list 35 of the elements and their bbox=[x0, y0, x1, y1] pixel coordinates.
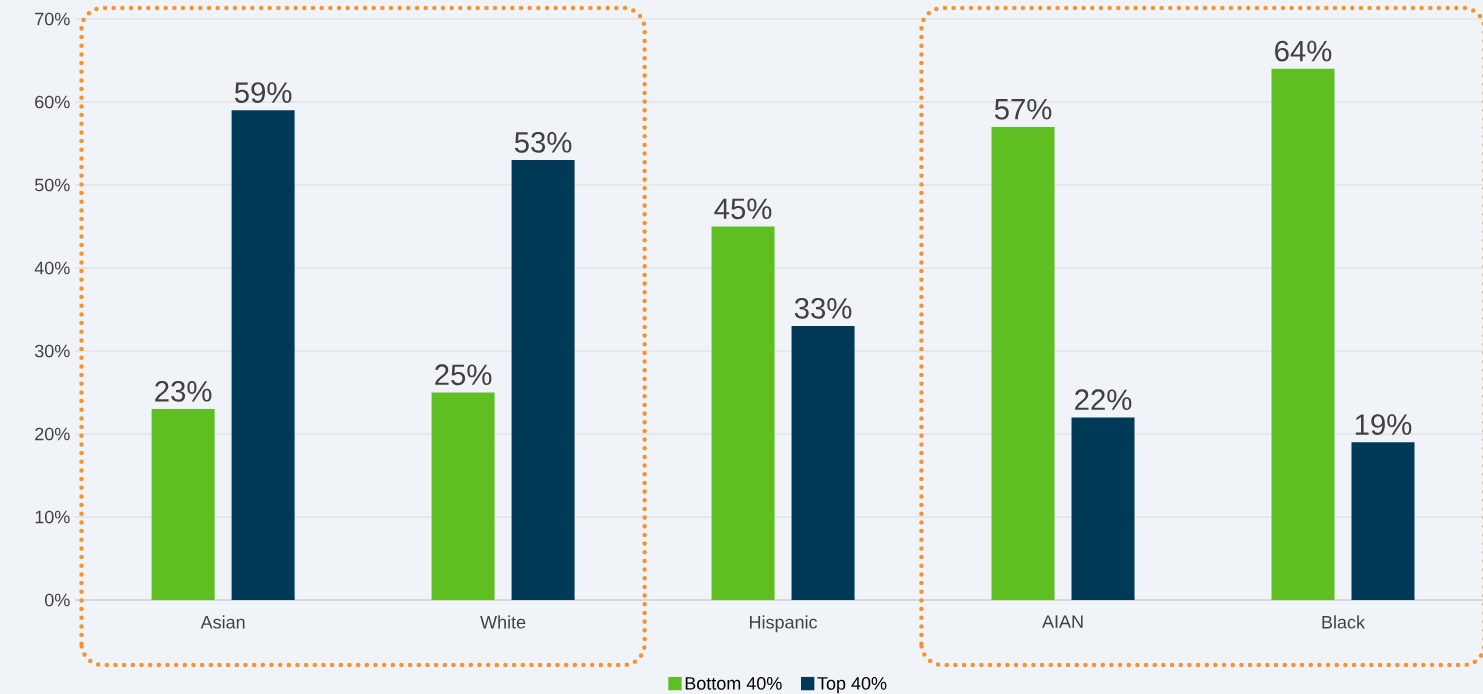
data-label: 57% bbox=[994, 98, 1052, 120]
bar bbox=[1271, 68, 1335, 600]
data-label: 64% bbox=[1275, 40, 1332, 62]
bar bbox=[991, 126, 1055, 600]
data-label: 25% bbox=[435, 364, 492, 386]
data-label: 59% bbox=[234, 82, 292, 103]
bar bbox=[431, 392, 495, 600]
y-tick-label: 30% bbox=[34, 344, 70, 358]
bar bbox=[1071, 417, 1135, 600]
x-tick-label: Hispanic bbox=[750, 615, 818, 633]
bar bbox=[1351, 442, 1415, 600]
data-label: 33% bbox=[794, 297, 852, 319]
y-tick-label: 20% bbox=[35, 427, 70, 441]
data-label: 22% bbox=[1075, 389, 1132, 411]
data-label: 23% bbox=[155, 380, 212, 402]
y-tick-label: 70% bbox=[35, 12, 70, 26]
y-tick-label: 40% bbox=[34, 261, 70, 275]
y-tick-label: 60% bbox=[35, 95, 70, 109]
x-tick-label: White bbox=[480, 615, 526, 629]
x-tick-label: Black bbox=[1322, 615, 1366, 629]
data-label: 45% bbox=[714, 198, 772, 220]
bar bbox=[151, 409, 215, 600]
legend-label: Bottom 40% bbox=[685, 676, 782, 690]
bar bbox=[231, 110, 295, 600]
y-tick-label: 10% bbox=[35, 510, 70, 524]
y-tick-label: 50% bbox=[34, 178, 70, 192]
legend-label: Top 40% bbox=[817, 676, 887, 694]
data-label: 19% bbox=[1355, 414, 1412, 435]
bar bbox=[711, 226, 775, 600]
x-tick-label: Asian bbox=[200, 615, 245, 629]
bar bbox=[791, 326, 855, 600]
bar bbox=[511, 160, 575, 600]
x-tick-label: AIAN bbox=[1042, 615, 1083, 628]
y-tick-label: 0% bbox=[44, 593, 70, 607]
data-label: 53% bbox=[514, 131, 572, 153]
